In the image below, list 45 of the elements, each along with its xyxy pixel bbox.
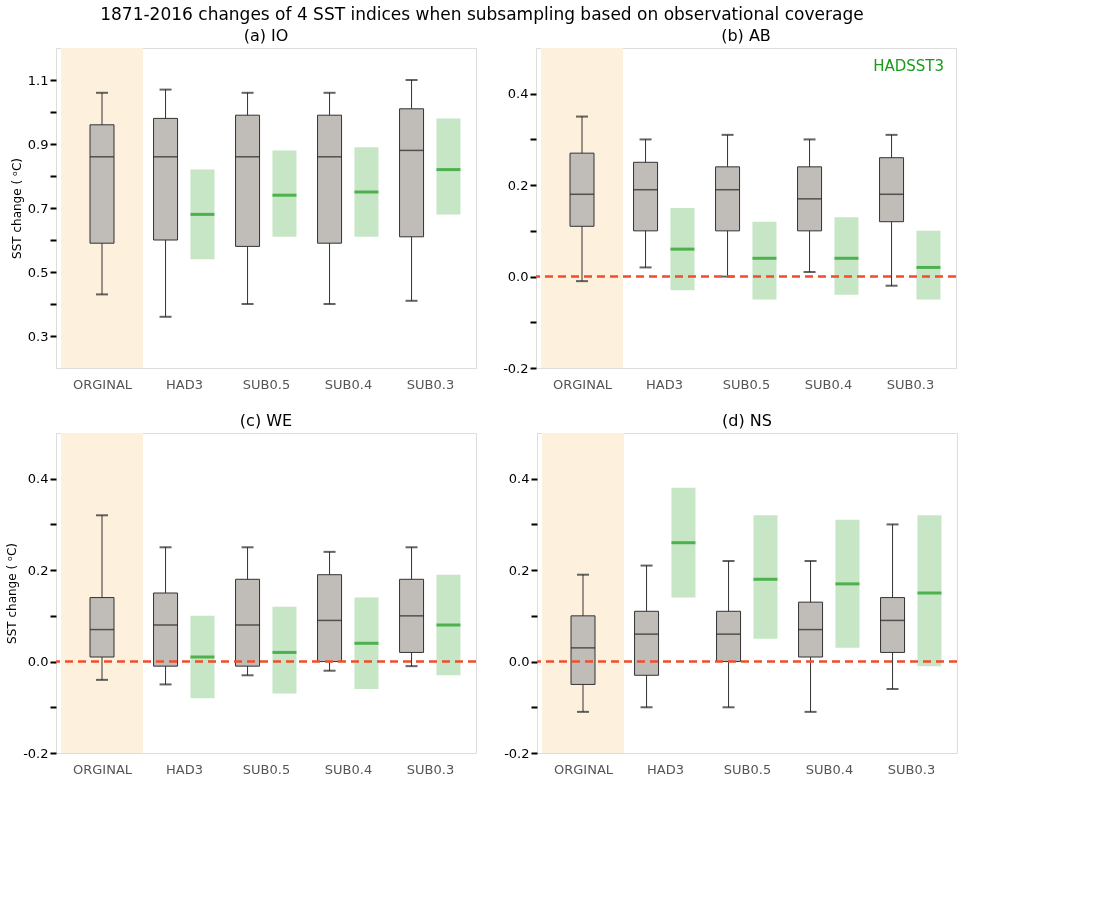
x-tick-label: SUB0.4 (324, 376, 373, 392)
y-tick-label: -0.2 (503, 360, 529, 376)
x-tick-label: ORGINAL (72, 376, 133, 392)
y-tick-label: -0.2 (504, 745, 530, 761)
x-tick-label: ORGINAL (553, 761, 614, 777)
y-tick-label: -0.2 (23, 745, 49, 761)
x-tick-label: SUB0.5 (242, 376, 291, 392)
y-tick-label: 0.0 (507, 269, 529, 285)
y-tick-label: 0.2 (507, 177, 529, 193)
x-tick-label: HAD3 (166, 376, 203, 392)
chart-subtitle: (a) IO (243, 26, 289, 45)
y-tick-label: 0.9 (27, 136, 49, 152)
y-tick-label: 0.0 (27, 654, 49, 670)
x-tick-label: SUB0.5 (723, 761, 772, 777)
y-tick-label: 0.4 (508, 471, 530, 487)
x-tick-label: SUB0.3 (886, 376, 935, 392)
x-tick-label: HAD3 (166, 761, 203, 777)
y-tick-label: 0.7 (27, 200, 49, 216)
y-tick-label: 0.0 (508, 654, 530, 670)
y-tick-label: 0.4 (27, 471, 49, 487)
y-tick-label: 0.2 (508, 562, 530, 578)
y-tick-label: 0.5 (27, 264, 49, 280)
x-tick-label: SUB0.4 (804, 376, 853, 392)
x-tick-label: SUB0.4 (805, 761, 854, 777)
y-tick-label: 1.1 (27, 72, 49, 88)
x-tick-label: HAD3 (646, 376, 683, 392)
y-axis-title: SST change ( ᵒC) (9, 158, 24, 259)
chart-title: (b) AB (721, 26, 771, 45)
x-tick-label: SUB0.3 (406, 376, 455, 392)
x-tick-label: SUB0.3 (406, 761, 455, 777)
x-tick-label: SUB0.3 (887, 761, 936, 777)
x-tick-label: ORGINAL (72, 761, 133, 777)
x-tick-label: ORGINAL (552, 376, 613, 392)
y-tick-label: 0.4 (507, 86, 529, 102)
chart-title: (c) WE (239, 411, 293, 430)
y-tick-label: 0.2 (27, 562, 49, 578)
x-tick-label: HAD3 (647, 761, 684, 777)
x-tick-label: SUB0.5 (242, 761, 291, 777)
x-tick-label: SUB0.5 (722, 376, 771, 392)
chart-title: (d) NS (722, 411, 772, 430)
y-tick-label: 0.3 (27, 328, 49, 344)
y-axis-title: SST change ( ᵒC) (5, 543, 20, 644)
text: HADSST3 (873, 57, 944, 75)
x-tick-label: SUB0.4 (324, 761, 373, 777)
chart-title: 1871-2016 changes of 4 SST indices when subsampling based on observational coverage (100, 3, 864, 24)
